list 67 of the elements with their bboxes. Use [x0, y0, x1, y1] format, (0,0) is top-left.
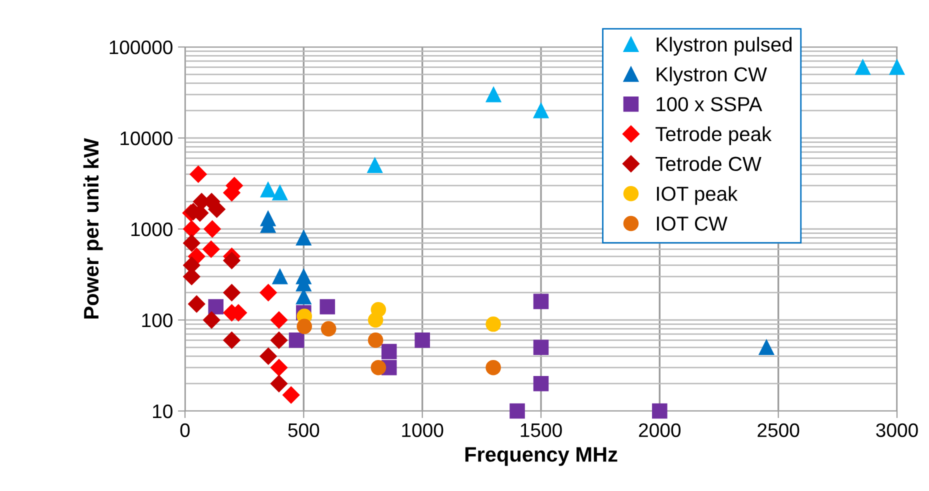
x-tick-label: 2500 [758, 423, 800, 438]
y-tick-label: 1000 [131, 222, 172, 236]
point [486, 86, 502, 102]
point [652, 403, 668, 419]
point [370, 360, 386, 376]
point [260, 182, 276, 198]
point [368, 332, 384, 348]
point [190, 166, 207, 183]
point [533, 294, 549, 310]
point [296, 318, 312, 334]
y-tick-label: 100 [142, 313, 172, 328]
legend-label: IOT CW [657, 216, 728, 231]
x-tick-label: 1000 [402, 423, 444, 438]
point [533, 102, 549, 118]
point [414, 332, 430, 348]
legend-label: 100 x SSPA [656, 97, 762, 112]
point [188, 295, 206, 313]
x-tick-label: 0 [180, 423, 190, 438]
legend-label: Klystron CW [656, 66, 767, 86]
y-tick-label: 10000 [120, 131, 172, 146]
point [381, 344, 397, 360]
point [272, 185, 288, 200]
point [510, 403, 525, 419]
y-tick-label: 10 [153, 404, 172, 418]
point [367, 158, 383, 174]
point [223, 252, 240, 270]
legend-label: Tetrode peak [656, 126, 772, 146]
x-tick-label: 3000 [876, 423, 918, 438]
point [270, 332, 288, 349]
point [223, 332, 240, 349]
point [260, 348, 277, 365]
point [203, 311, 220, 329]
point [270, 375, 288, 392]
point [368, 312, 384, 328]
legend-label: IOT peak [657, 186, 738, 205]
point [486, 360, 501, 376]
point [270, 359, 288, 376]
point [183, 220, 200, 238]
x-tick-label: 500 [288, 423, 320, 438]
y-tick-label: 100000 [110, 40, 172, 54]
point [296, 289, 312, 304]
legend-label: Klystron pulsed [656, 36, 792, 56]
point [260, 284, 277, 302]
x-tick-label: 2000 [639, 423, 681, 438]
point [183, 234, 200, 252]
x-tick-label: 1500 [520, 423, 562, 438]
point [288, 332, 304, 348]
point [202, 240, 220, 258]
point [204, 220, 221, 238]
y-axis-title: Power per unit kW [83, 138, 103, 318]
point [533, 376, 549, 392]
legend-label: Tetrode CW [656, 156, 762, 172]
point [486, 316, 501, 332]
point [889, 60, 905, 75]
point [208, 299, 224, 314]
point [270, 311, 288, 329]
point [282, 386, 300, 404]
point [272, 268, 288, 284]
point [320, 321, 336, 336]
point [533, 340, 549, 356]
point [223, 284, 240, 302]
point [855, 60, 870, 75]
x-axis-title: Frequency MHz [465, 447, 618, 466]
point [758, 340, 774, 356]
point [296, 230, 312, 246]
point [208, 200, 226, 218]
point [320, 299, 336, 314]
